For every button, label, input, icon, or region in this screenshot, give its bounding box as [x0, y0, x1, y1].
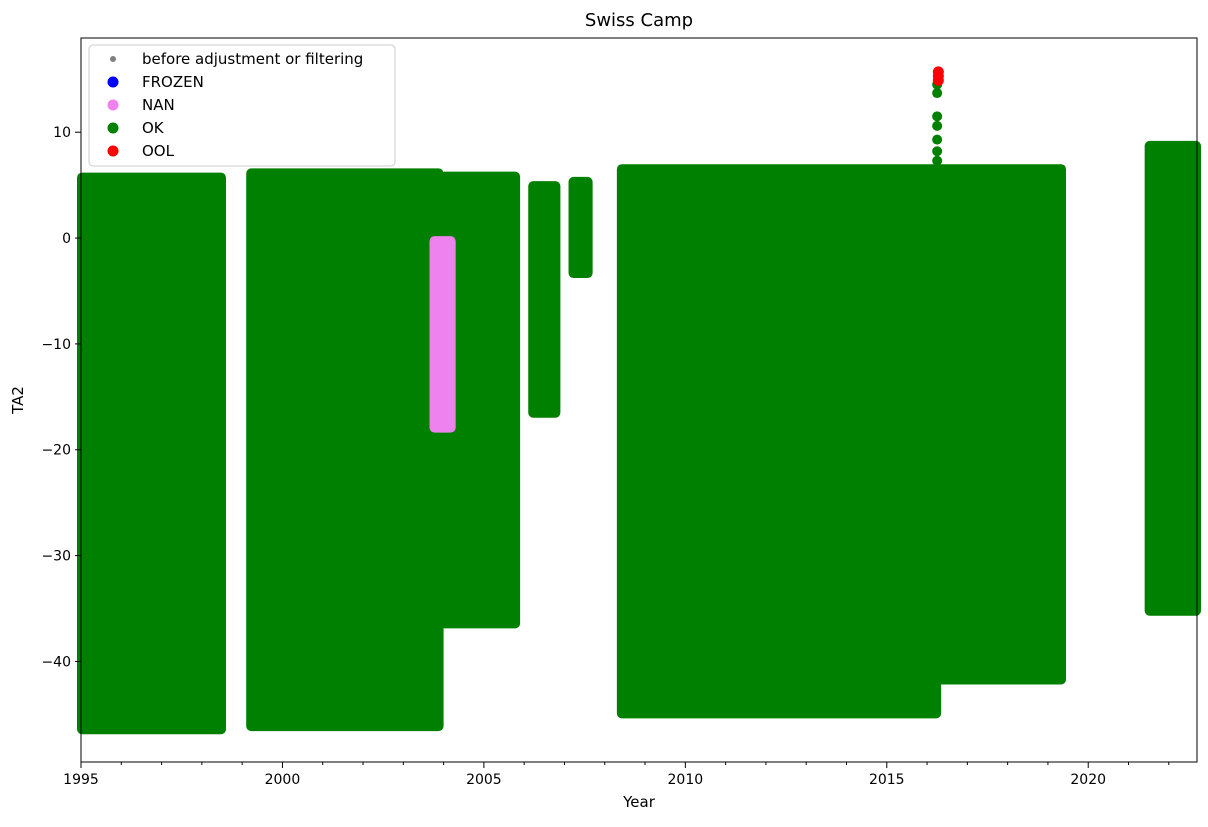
data-range — [616, 164, 942, 719]
x-axis-label: Year — [622, 793, 656, 811]
data-range — [77, 172, 227, 735]
data-point — [1055, 164, 1066, 175]
data-point — [932, 111, 943, 122]
legend-label: FROZEN — [142, 73, 204, 91]
x-tick-label: 2015 — [869, 772, 905, 788]
data-point — [1055, 186, 1066, 197]
x-tick-label: 2005 — [466, 772, 502, 788]
data-point — [932, 134, 943, 145]
legend: before adjustment or filtering FROZEN NAN O… — [88, 44, 396, 167]
y-tick-label: −30 — [41, 549, 71, 565]
data-range — [439, 171, 521, 629]
legend-marker — [110, 56, 116, 62]
data-marks — [77, 66, 1201, 735]
axes: 1995 2000 2005 2010 2015 2020 −40 −30 −20 −10 0 10 — [41, 125, 1170, 788]
data-point — [932, 88, 943, 99]
data-range — [935, 164, 1067, 685]
legend-label: OK — [142, 119, 165, 137]
legend-label: OOL — [142, 142, 175, 160]
data-range — [568, 176, 593, 279]
legend-marker — [107, 76, 119, 88]
legend-label: NAN — [142, 96, 175, 114]
data-point — [1189, 148, 1200, 159]
data-range — [429, 236, 456, 433]
data-point — [932, 120, 943, 131]
legend-label: before adjustment or filtering — [142, 50, 363, 68]
x-tick-label: 2010 — [668, 772, 704, 788]
data-point — [932, 155, 943, 166]
series-ool — [932, 66, 944, 86]
data-point — [932, 74, 944, 86]
plot-area-frame — [80, 37, 1198, 763]
legend-marker — [107, 145, 119, 157]
legend-box — [88, 44, 396, 167]
data-point — [932, 146, 943, 157]
legend-marker — [107, 99, 119, 111]
data-range — [246, 168, 444, 732]
x-tick-label: 2020 — [1070, 772, 1106, 788]
data-range — [528, 181, 561, 418]
legend-marker — [107, 122, 119, 134]
x-tick-label: 2000 — [265, 772, 301, 788]
y-axis-label: TA2 — [9, 386, 27, 415]
y-tick-label: −40 — [41, 654, 71, 670]
data-point — [1189, 169, 1200, 180]
data-range — [1144, 140, 1201, 616]
x-tick-label: 1995 — [63, 772, 99, 788]
y-tick-label: 0 — [62, 231, 71, 247]
y-tick-label: 10 — [53, 125, 71, 141]
series-nan — [429, 236, 456, 433]
series-ok — [77, 79, 1201, 735]
y-tick-label: −10 — [41, 337, 71, 353]
chart-title: Swiss Camp — [585, 10, 693, 31]
y-tick-label: −20 — [41, 443, 71, 459]
